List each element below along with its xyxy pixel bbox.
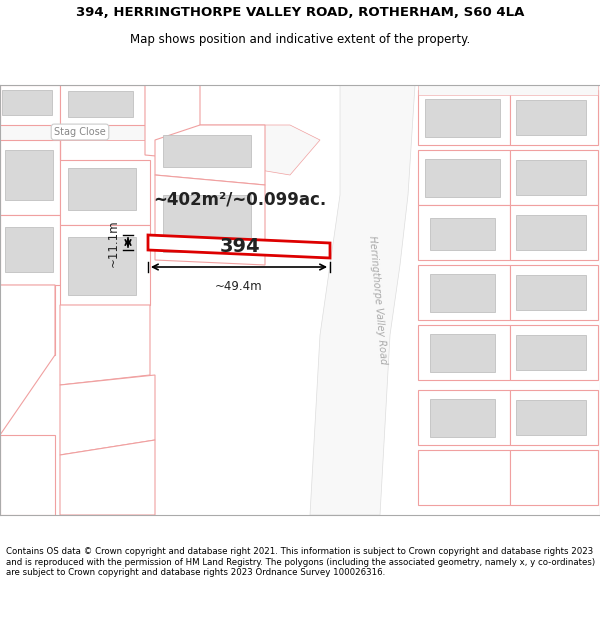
Polygon shape	[60, 440, 155, 515]
Polygon shape	[418, 325, 510, 380]
Polygon shape	[418, 205, 510, 260]
Bar	[430, 274, 495, 312]
Polygon shape	[418, 265, 510, 320]
Polygon shape	[0, 125, 200, 140]
Polygon shape	[510, 450, 598, 505]
Bar	[430, 399, 495, 437]
Bar	[5, 150, 53, 200]
Bar	[516, 100, 586, 135]
Text: ~49.4m: ~49.4m	[215, 280, 263, 293]
Bar	[430, 218, 495, 250]
Polygon shape	[148, 235, 330, 258]
Bar	[425, 159, 500, 197]
Polygon shape	[418, 390, 510, 445]
Text: Herringthorpe Valley Road: Herringthorpe Valley Road	[367, 235, 389, 365]
Text: ~402m²/~0.099ac.: ~402m²/~0.099ac.	[154, 191, 326, 209]
Bar	[2, 90, 52, 115]
Bar	[68, 168, 136, 210]
Polygon shape	[510, 90, 598, 145]
Bar	[516, 335, 586, 370]
Polygon shape	[155, 125, 265, 185]
Bar	[163, 195, 251, 252]
Polygon shape	[510, 390, 598, 445]
Polygon shape	[510, 325, 598, 380]
Polygon shape	[0, 215, 60, 285]
Polygon shape	[418, 150, 510, 205]
Bar	[430, 334, 495, 372]
Polygon shape	[418, 90, 510, 145]
Bar	[516, 160, 586, 195]
Bar	[68, 237, 136, 295]
Text: 394: 394	[220, 238, 260, 256]
Polygon shape	[0, 140, 60, 215]
Polygon shape	[60, 375, 155, 455]
Polygon shape	[310, 85, 415, 515]
Polygon shape	[155, 175, 265, 265]
Text: Stag Close: Stag Close	[54, 127, 106, 137]
Polygon shape	[60, 225, 150, 305]
Text: ~11.1m: ~11.1m	[107, 219, 120, 267]
Polygon shape	[510, 150, 598, 205]
Polygon shape	[145, 85, 200, 160]
Polygon shape	[60, 305, 150, 385]
Polygon shape	[0, 285, 55, 435]
Polygon shape	[200, 125, 320, 175]
Bar	[516, 275, 586, 310]
Polygon shape	[0, 285, 55, 355]
Bar	[425, 99, 500, 137]
Bar	[516, 215, 586, 250]
Text: Contains OS data © Crown copyright and database right 2021. This information is : Contains OS data © Crown copyright and d…	[6, 548, 595, 578]
Text: 394, HERRINGTHORPE VALLEY ROAD, ROTHERHAM, S60 4LA: 394, HERRINGTHORPE VALLEY ROAD, ROTHERHA…	[76, 6, 524, 19]
Bar	[516, 400, 586, 435]
Text: Map shows position and indicative extent of the property.: Map shows position and indicative extent…	[130, 33, 470, 46]
Bar	[5, 227, 53, 272]
Bar	[163, 135, 251, 167]
Polygon shape	[0, 85, 60, 125]
Polygon shape	[60, 85, 145, 125]
Polygon shape	[418, 85, 598, 95]
Polygon shape	[510, 205, 598, 260]
Polygon shape	[0, 435, 55, 515]
Polygon shape	[60, 140, 150, 225]
Bar	[68, 91, 133, 117]
Polygon shape	[510, 265, 598, 320]
Polygon shape	[418, 450, 510, 505]
